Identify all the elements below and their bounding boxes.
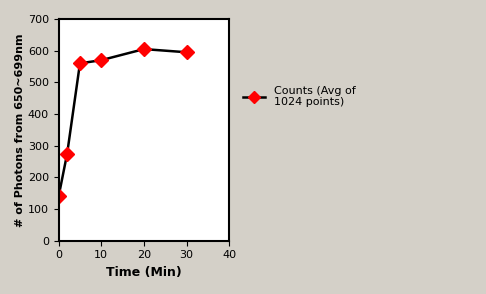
X-axis label: Time (Min): Time (Min) — [106, 266, 182, 279]
Legend: Counts (Avg of
1024 points): Counts (Avg of 1024 points) — [238, 81, 360, 112]
Y-axis label: # of Photons from 650~699nm: # of Photons from 650~699nm — [15, 33, 25, 227]
